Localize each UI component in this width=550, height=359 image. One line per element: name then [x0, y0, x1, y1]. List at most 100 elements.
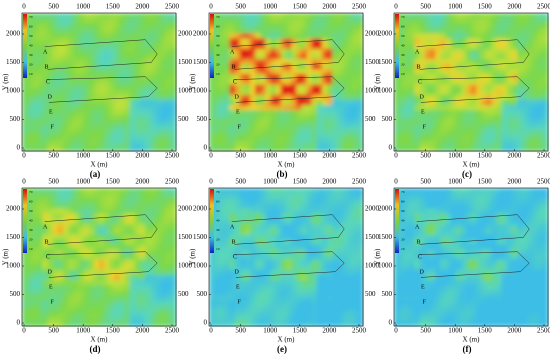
heat-cell	[130, 79, 136, 85]
heat-cell	[155, 193, 161, 199]
heat-cell	[456, 85, 462, 91]
heat-cell	[166, 316, 172, 322]
heat-cell	[281, 44, 287, 50]
heat-cell	[481, 198, 487, 204]
heat-cell	[94, 260, 100, 266]
heat-cell	[276, 311, 282, 317]
heat-cell	[125, 39, 131, 45]
heat-cell	[471, 74, 477, 80]
heat-cell	[265, 193, 271, 199]
heat-cell	[471, 295, 477, 301]
heat-cell	[140, 316, 146, 322]
heat-cell	[135, 295, 141, 301]
heat-cell	[440, 229, 446, 235]
heat-cell	[337, 100, 343, 106]
heat-cell	[445, 239, 451, 245]
heat-cell	[135, 13, 141, 19]
heat-cell	[456, 219, 462, 225]
heat-cell	[78, 193, 84, 199]
heat-cell	[140, 224, 146, 230]
heat-cell	[161, 79, 167, 85]
x-tick-label-top: 2500	[352, 178, 367, 186]
heat-cell	[538, 79, 544, 85]
heat-cell	[327, 64, 333, 70]
heat-cell	[245, 239, 251, 245]
heat-cell	[219, 214, 225, 220]
heat-cell	[276, 125, 282, 131]
heat-cell	[63, 85, 69, 91]
heat-cell	[150, 316, 156, 322]
heat-cell	[476, 239, 482, 245]
heat-cell	[312, 219, 318, 225]
heat-cell	[291, 59, 297, 65]
heat-cell	[265, 188, 271, 194]
heat-cell	[301, 290, 307, 296]
heat-cell	[450, 39, 456, 45]
heat-cell	[404, 229, 410, 235]
heat-cell	[502, 244, 508, 250]
heat-cell	[53, 270, 59, 276]
heat-cell	[425, 203, 431, 209]
heat-cell	[425, 90, 431, 96]
heat-cell	[527, 64, 533, 70]
heat-cell	[337, 270, 343, 276]
heat-cell	[209, 110, 215, 116]
heat-cell	[48, 59, 54, 65]
heat-cell	[271, 13, 277, 19]
heat-cell	[250, 85, 256, 91]
heat-cell	[240, 28, 246, 34]
heat-cell	[497, 229, 503, 235]
heat-cell	[286, 115, 292, 121]
heat-cell	[399, 285, 405, 291]
heat-cell	[120, 95, 126, 101]
heat-cell	[276, 120, 282, 126]
heat-cell	[502, 275, 508, 281]
heat-cell	[476, 265, 482, 271]
heat-cell	[291, 249, 297, 255]
heat-cell	[435, 214, 441, 220]
heat-cell	[342, 54, 348, 60]
heat-cell	[114, 306, 120, 312]
heat-cell	[219, 85, 225, 91]
heat-cell	[348, 131, 354, 137]
heat-cell	[322, 254, 328, 260]
heat-cell	[337, 64, 343, 70]
colorbar-label: 40	[401, 43, 405, 47]
heat-cell	[291, 18, 297, 24]
heat-cell	[415, 115, 421, 121]
heat-cell	[353, 105, 359, 111]
heat-cell	[53, 33, 59, 39]
heat-cell	[337, 290, 343, 296]
heat-cell	[492, 290, 498, 296]
heat-cell	[492, 125, 498, 131]
heat-cell	[332, 23, 338, 29]
heat-cell	[486, 69, 492, 75]
heat-cell	[497, 105, 503, 111]
heat-cell	[307, 95, 313, 101]
heat-cell	[155, 188, 161, 194]
heat-cell	[155, 28, 161, 34]
heat-cell	[281, 193, 287, 199]
heat-cell	[94, 203, 100, 209]
heat-cell	[420, 39, 426, 45]
heat-cell	[245, 95, 251, 101]
heat-cell	[307, 208, 313, 214]
heat-cell	[271, 316, 277, 322]
heat-cell	[109, 203, 115, 209]
heat-cell	[348, 311, 354, 317]
heat-cell	[94, 131, 100, 137]
heat-cell	[286, 260, 292, 266]
heat-cell	[425, 214, 431, 220]
heat-cell	[456, 141, 462, 147]
heat-cell	[166, 90, 172, 96]
heat-cell	[471, 193, 477, 199]
heat-cell	[230, 295, 236, 301]
heat-cell	[337, 285, 343, 291]
heat-cell	[114, 265, 120, 271]
heat-cell	[492, 59, 498, 65]
heat-cell	[522, 95, 528, 101]
heat-cell	[89, 105, 95, 111]
heat-cell	[276, 23, 282, 29]
heat-cell	[271, 203, 277, 209]
heat-cell	[130, 120, 136, 126]
